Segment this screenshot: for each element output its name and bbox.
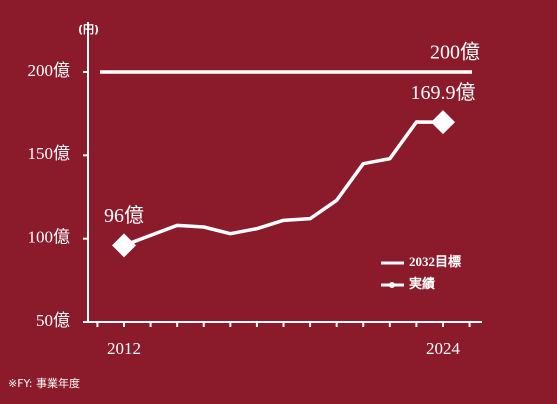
data-label: 96億 [104,204,144,227]
y-tick-label: 100億 [28,228,71,247]
point-marker [112,233,136,258]
series-line [123,120,444,247]
x-tick-label: 2012 [107,339,141,358]
point-marker [431,110,455,135]
data-label: 200億 [430,41,480,64]
data-label: 169.9億 [411,81,476,104]
legend-marker [389,282,395,288]
y-tick-label: 50億 [36,311,70,330]
y-tick-label: 150億 [28,144,71,163]
x-tick-label: 2024 [426,339,461,358]
legend-label: 実績 [409,276,435,291]
y-tick-label: 200億 [28,61,71,80]
legend-label: 2032目標 [409,254,461,269]
footnote: ※FY: 事業年度 [8,376,80,390]
